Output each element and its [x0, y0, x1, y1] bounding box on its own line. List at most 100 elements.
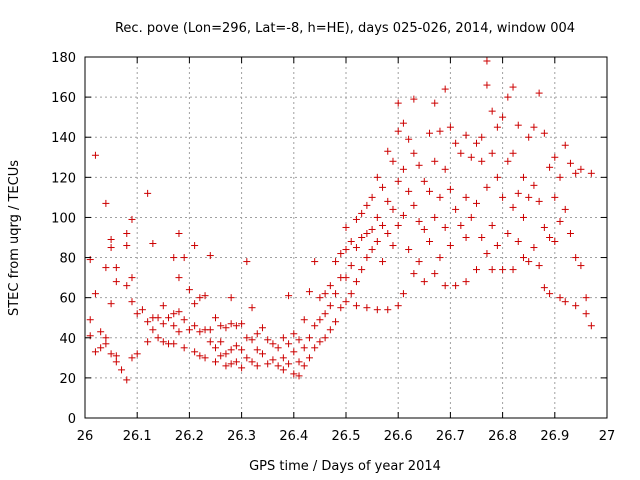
data-point — [128, 354, 136, 362]
data-point — [410, 201, 418, 209]
data-point — [201, 354, 209, 362]
y-axis-title: STEC from uqrg / TECUs — [7, 160, 22, 316]
x-tick-label: 26.3 — [227, 429, 256, 444]
data-point — [264, 336, 272, 344]
data-point — [274, 344, 282, 352]
data-point — [420, 177, 428, 185]
data-point — [394, 221, 402, 229]
data-point — [373, 173, 381, 181]
data-point — [446, 242, 454, 250]
data-point — [514, 121, 522, 129]
data-point — [253, 330, 261, 338]
data-point — [112, 278, 120, 286]
data-point — [165, 314, 173, 322]
data-point — [102, 340, 110, 348]
data-point — [493, 123, 501, 131]
data-points — [86, 57, 595, 384]
data-point — [399, 290, 407, 298]
data-point — [572, 169, 580, 177]
data-point — [269, 356, 277, 364]
data-point — [540, 284, 548, 292]
data-point — [436, 254, 444, 262]
y-tick-label: 120 — [51, 171, 76, 186]
data-point — [379, 183, 387, 191]
data-point — [107, 300, 115, 308]
data-point — [217, 352, 225, 360]
data-point — [399, 211, 407, 219]
data-point — [332, 318, 340, 326]
data-point — [379, 221, 387, 229]
data-point — [582, 294, 590, 302]
data-point — [473, 266, 480, 274]
data-point — [368, 246, 376, 254]
data-point — [441, 223, 449, 231]
data-point — [227, 360, 235, 368]
y-tick-label: 40 — [59, 332, 76, 347]
data-point — [462, 193, 470, 201]
data-point — [577, 262, 585, 270]
data-point — [566, 159, 574, 167]
data-point — [321, 334, 329, 342]
data-point — [227, 346, 235, 354]
data-point — [514, 238, 522, 246]
data-point — [384, 306, 392, 314]
data-point — [112, 264, 120, 272]
data-point — [488, 149, 496, 157]
data-point — [285, 340, 293, 348]
data-point — [243, 354, 251, 362]
x-tick-label: 26.4 — [279, 429, 308, 444]
data-point — [300, 316, 308, 324]
x-tick-label: 26.9 — [540, 429, 569, 444]
data-point — [478, 133, 486, 141]
data-point — [478, 234, 486, 241]
data-point — [415, 258, 423, 266]
x-tick-label: 26.8 — [488, 429, 517, 444]
data-point — [525, 133, 533, 141]
data-point — [180, 316, 188, 324]
data-point — [154, 334, 162, 342]
data-point — [546, 290, 554, 298]
data-point — [347, 262, 355, 270]
data-point — [222, 362, 230, 370]
data-point — [488, 107, 496, 115]
data-point — [499, 193, 507, 201]
data-point — [253, 346, 261, 354]
data-point — [332, 258, 340, 266]
data-point — [212, 358, 219, 366]
data-point — [426, 238, 434, 246]
data-point — [509, 203, 517, 211]
data-point — [133, 350, 141, 358]
data-point — [488, 266, 496, 274]
data-point — [509, 149, 517, 157]
data-point — [473, 139, 480, 147]
data-point — [410, 270, 418, 278]
grid-lines — [85, 57, 607, 418]
x-tick-label: 27 — [599, 429, 616, 444]
data-point — [149, 326, 157, 334]
x-tick-label: 26.2 — [175, 429, 204, 444]
data-point — [358, 266, 366, 274]
data-point — [457, 149, 465, 157]
data-point — [546, 163, 554, 171]
data-point — [123, 376, 131, 384]
data-point — [326, 326, 334, 334]
data-point — [170, 310, 178, 318]
data-point — [316, 338, 324, 346]
data-point — [582, 310, 590, 318]
data-point — [525, 258, 533, 266]
y-tick-label: 140 — [51, 131, 76, 146]
data-point — [305, 354, 313, 362]
x-tick-label: 26.1 — [123, 429, 152, 444]
data-point — [243, 334, 251, 342]
data-point — [546, 234, 554, 241]
data-point — [561, 141, 569, 149]
data-point — [457, 221, 465, 229]
data-point — [540, 129, 548, 137]
data-point — [535, 89, 543, 97]
data-point — [321, 290, 329, 298]
data-point — [352, 278, 360, 286]
data-point — [577, 165, 585, 173]
data-point — [436, 193, 444, 201]
data-point — [509, 83, 517, 91]
